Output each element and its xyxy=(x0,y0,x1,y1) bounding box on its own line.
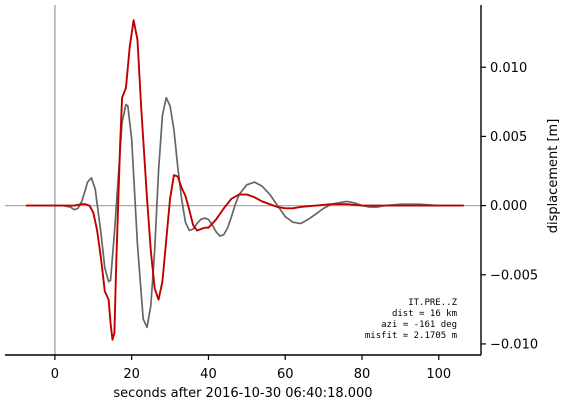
series-line-1 xyxy=(26,96,464,329)
x-axis-title: seconds after 2016-10-30 06:40:18.000 xyxy=(113,386,372,401)
x-tick-label: 0 xyxy=(51,367,59,382)
station-info-line: dist = 16 km xyxy=(392,309,457,319)
y-tick-label: −0.005 xyxy=(490,268,538,283)
x-tick-label: 40 xyxy=(200,367,217,382)
x-axis: 0 20 40 60 80 100 xyxy=(5,354,481,382)
y-axis: −0.010 −0.005 0.000 0.005 0.010 xyxy=(480,5,538,355)
station-info-line: IT.PRE..Z xyxy=(408,298,457,308)
y-tick-label: 0.000 xyxy=(490,199,527,214)
series-line-2 xyxy=(26,19,464,341)
station-info-line: misfit = 2.1705 m xyxy=(365,331,457,341)
y-tick-label: 0.010 xyxy=(490,61,527,76)
x-tick-label: 80 xyxy=(354,367,371,382)
waveform-series xyxy=(26,19,464,341)
station-info-line: azi = -161 deg xyxy=(381,320,457,330)
x-tick-label: 60 xyxy=(277,367,294,382)
y-tick-label: −0.010 xyxy=(490,337,538,352)
x-tick-label: 20 xyxy=(123,367,140,382)
x-tick-label: 100 xyxy=(426,367,451,382)
y-tick-label: 0.005 xyxy=(490,130,527,145)
y-axis-title: displacement [m] xyxy=(546,119,561,234)
